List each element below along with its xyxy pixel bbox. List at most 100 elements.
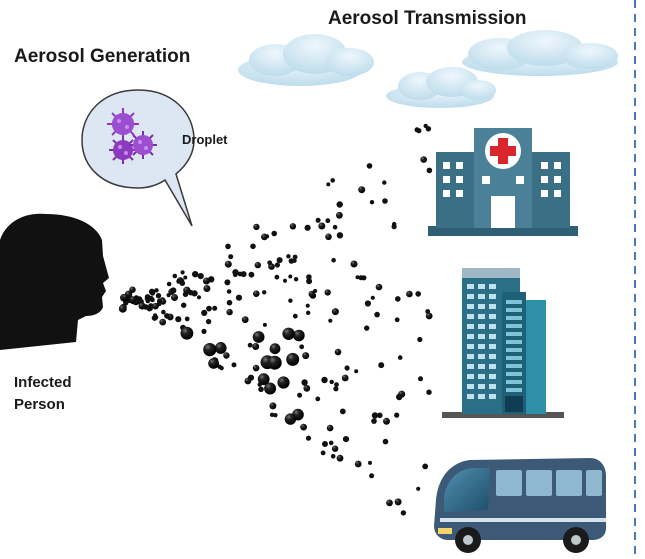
aerosol-particle <box>148 288 155 295</box>
aerosol-particle <box>299 344 305 350</box>
aerosol-particle <box>288 274 293 279</box>
aerosol-particle <box>418 376 423 382</box>
aerosol-particle <box>180 326 194 340</box>
aerosol-particle <box>170 287 177 294</box>
building-window <box>506 380 522 384</box>
aerosol-particle <box>336 232 344 239</box>
aerosol-particle <box>358 275 364 281</box>
aerosol-particle <box>252 331 265 343</box>
aerosol-particle <box>383 417 390 425</box>
aerosol-particle <box>354 460 362 468</box>
aerosol-particle <box>286 352 300 366</box>
building-window <box>478 394 485 399</box>
aerosol-particle <box>306 278 313 285</box>
building-window <box>489 374 496 379</box>
building-window <box>506 308 522 312</box>
aerosol-particle <box>184 316 190 322</box>
aerosol-particle <box>225 243 231 250</box>
cloud-icon <box>238 34 374 86</box>
building-window <box>467 354 474 359</box>
aerosol-particle <box>121 293 129 301</box>
aerosol-particle <box>334 348 342 356</box>
aerosol-particle <box>226 289 232 294</box>
aerosol-particle <box>215 342 227 354</box>
aerosol-particle <box>371 418 377 424</box>
aerosol-particle <box>181 302 187 308</box>
aerosol-particle <box>325 233 332 241</box>
aerosol-particle <box>364 325 370 331</box>
aerosol-particle <box>321 376 328 384</box>
aerosol-particle <box>276 257 283 264</box>
aerosol-particle <box>386 499 393 507</box>
aerosol-particle <box>355 275 360 280</box>
building-window <box>467 284 474 289</box>
aerosol-particle <box>228 254 234 260</box>
aerosol-particle <box>248 271 255 278</box>
aerosol-particle <box>226 299 233 306</box>
aerosol-particle <box>422 463 429 470</box>
aerosol-particle <box>328 440 334 446</box>
building-window <box>467 364 474 369</box>
aerosol-particle <box>252 364 260 372</box>
aerosol-particle <box>324 289 331 296</box>
building-window <box>506 388 522 392</box>
building-window <box>478 334 485 339</box>
aerosol-particle <box>382 438 389 445</box>
aerosol-particle <box>315 396 321 402</box>
aerosol-particle <box>336 201 343 208</box>
aerosol-particle <box>205 318 212 325</box>
aerosol-particle <box>252 290 260 298</box>
aerosol-particle <box>315 217 321 223</box>
aerosol-particle <box>284 413 297 425</box>
building-window <box>478 344 485 349</box>
aerosol-particle <box>166 281 172 287</box>
building-window <box>506 340 522 344</box>
building-window <box>506 356 522 360</box>
aerosol-particle <box>262 290 267 295</box>
aerosol-particle <box>166 293 171 298</box>
building-window <box>467 374 474 379</box>
building-window <box>478 354 485 359</box>
aerosol-particle <box>334 382 339 387</box>
building-window <box>478 324 485 329</box>
aerosol-particle <box>258 386 264 393</box>
aerosol-particle <box>129 296 137 304</box>
aerosol-particle <box>331 257 336 263</box>
aerosol-particle <box>320 450 326 456</box>
hospital-icon <box>428 128 578 236</box>
aerosol-particle <box>201 309 208 316</box>
aerosol-particle <box>129 286 136 293</box>
aerosol-particle <box>241 316 249 324</box>
cloud-icon <box>386 67 496 108</box>
aerosol-particle <box>203 343 217 357</box>
aerosol-particle <box>305 435 312 441</box>
building-window <box>467 304 474 309</box>
aerosol-particle <box>180 270 185 275</box>
aerosol-particle <box>283 278 287 283</box>
aerosol-particle <box>322 441 328 447</box>
aerosol-particle <box>382 198 388 204</box>
building-window <box>489 314 496 319</box>
aerosol-particle <box>235 294 243 301</box>
aerosol-particle <box>391 224 397 230</box>
virus-icon <box>109 136 137 164</box>
aerosol-particle <box>306 310 311 315</box>
aerosol-particle <box>416 486 421 491</box>
aerosol-particle <box>374 311 380 318</box>
aerosol-particle <box>371 412 379 419</box>
aerosol-particle <box>293 329 305 342</box>
aerosol-particle <box>252 343 260 350</box>
aerosol-particle <box>369 200 375 205</box>
building-window <box>478 374 485 379</box>
aerosol-particle <box>224 260 232 268</box>
building-window <box>506 372 522 376</box>
aerosol-particle <box>118 304 127 313</box>
aerosol-particle <box>261 233 268 241</box>
aerosol-particle <box>154 288 159 293</box>
aerosol-particle <box>289 223 297 230</box>
building-window <box>489 324 496 329</box>
aerosol-particle <box>197 273 204 280</box>
building-window <box>467 384 474 389</box>
aerosol-particle <box>415 291 422 297</box>
